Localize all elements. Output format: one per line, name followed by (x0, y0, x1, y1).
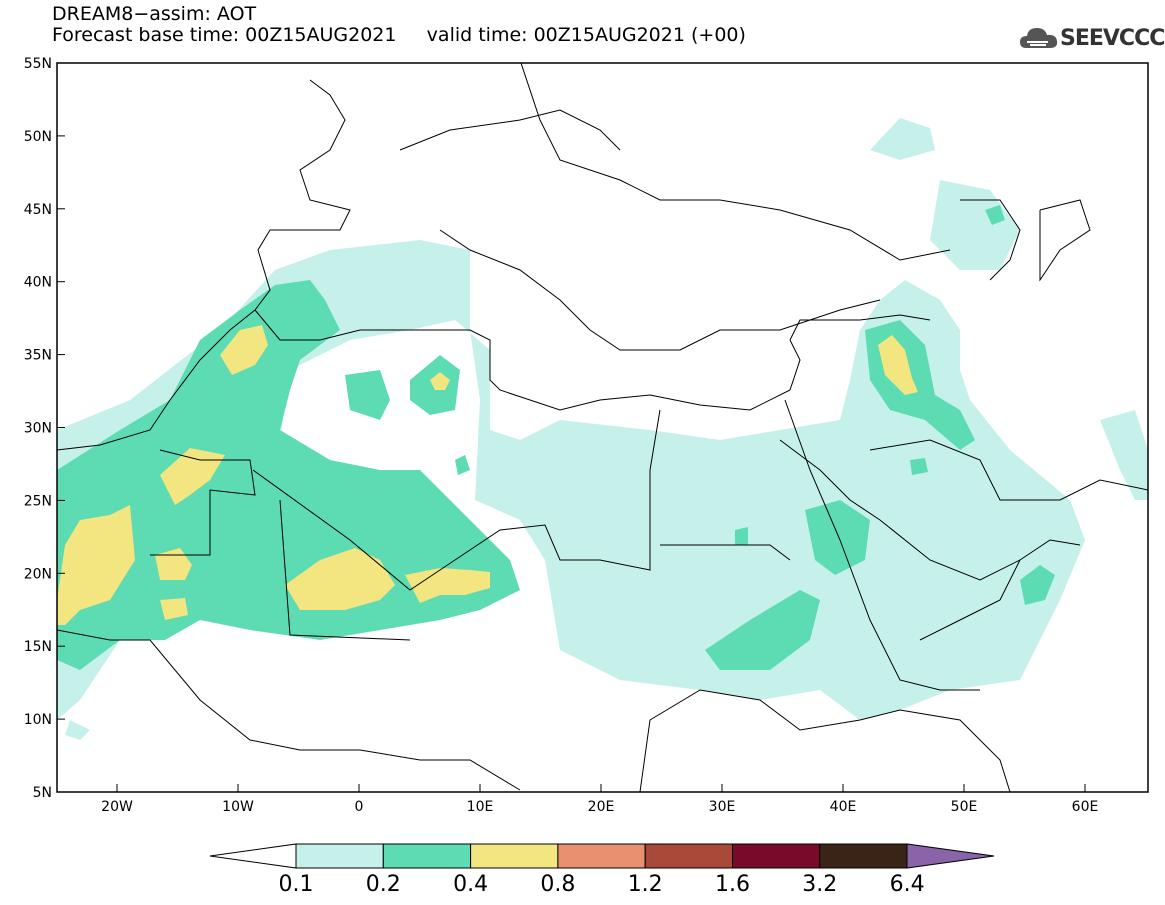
lat-label: 55N (24, 56, 52, 72)
longitude-axis: 20W 10W 0 10E 20E 30E 40E 50E 60E (101, 784, 1098, 815)
lon-label: 10E (467, 799, 494, 815)
lon-label: 50E (951, 799, 978, 815)
lat-label: 15N (24, 639, 52, 655)
map-title: DREAM8−assim: AOT (52, 3, 257, 25)
lat-label: 40N (24, 275, 52, 291)
cloud-icon (1020, 28, 1058, 48)
colorbar-label: 0.8 (540, 872, 576, 897)
logo-text: SEEVCCC (1060, 26, 1165, 51)
lat-label: 50N (24, 129, 52, 145)
colorbar-upper-arrow (906, 843, 995, 869)
lon-label: 30E (709, 799, 736, 815)
colorbar-label: 1.6 (715, 872, 750, 897)
lon-label: 40E (830, 799, 857, 815)
colorbar-bin (470, 843, 559, 869)
colorbar-label: 6.4 (889, 872, 925, 897)
coastlines (57, 63, 1148, 792)
lon-label: 60E (1072, 799, 1099, 815)
colorbar-bin (295, 843, 384, 869)
lat-label: 30N (24, 421, 52, 437)
colorbar-label: 0.1 (278, 872, 314, 897)
lon-label: 0 (355, 799, 364, 815)
lat-label: 35N (24, 348, 52, 364)
colorbar-bin (557, 843, 646, 869)
colorbar-label: 0.2 (365, 872, 401, 897)
lat-label: 20N (24, 566, 52, 582)
colorbar-label: 3.2 (802, 872, 838, 897)
lon-label: 20E (588, 799, 615, 815)
lat-label: 5N (33, 785, 52, 801)
lon-label: 10W (222, 799, 254, 815)
aot-band-0.4 (57, 325, 918, 625)
latitude-axis: 55N 50N 45N 40N 35N 30N 25N 20N 15N 10N 5N (24, 56, 65, 801)
seevccc-logo: SEEVCCC (1018, 24, 1165, 56)
colorbar (209, 843, 995, 869)
forecast-times: Forecast base time: 00Z15AUG2021 valid t… (52, 24, 746, 46)
aot-field (57, 118, 1148, 740)
colorbar-label: 0.4 (453, 872, 489, 897)
lat-label: 10N (24, 712, 52, 728)
colorbar-bin (644, 843, 734, 869)
colorbar-bin (819, 843, 908, 869)
colorbar-bin (382, 843, 472, 869)
lon-label: 20W (101, 799, 133, 815)
colorbar-bin (732, 843, 821, 869)
colorbar-label: 1.2 (627, 872, 663, 897)
lat-label: 45N (24, 202, 52, 218)
lat-label: 25N (24, 493, 52, 509)
colorbar-lower-arrow (209, 843, 297, 869)
